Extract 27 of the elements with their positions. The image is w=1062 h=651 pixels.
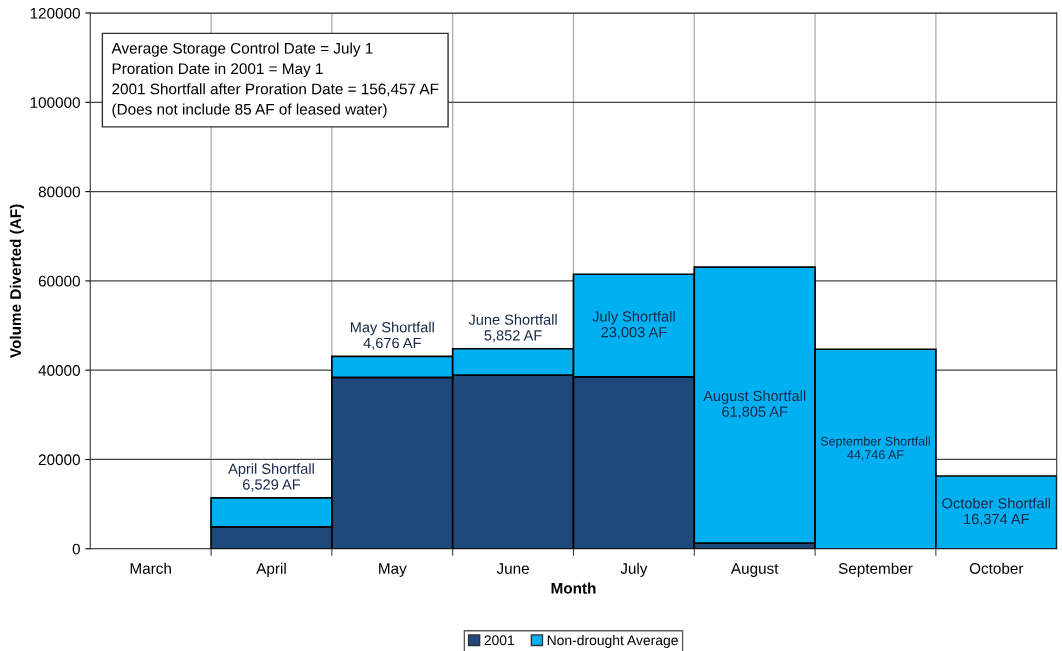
y-tick-label: 120000: [30, 7, 80, 19]
annotation: Average Storage Control Date = July 1 Proration Date in 2001 = May 1 2001 Shortfall after Proration Date = 156,457 AF (Does not include 85 AF of leased water): [111, 42, 439, 118]
annotation: May Shortfall 4,676 AF: [350, 321, 434, 350]
x-tick-label: March: [130, 562, 171, 574]
x-tick-label: July: [620, 562, 648, 577]
legend-label: Non-drought Average: [547, 634, 678, 648]
y-tick-label: 20000: [38, 454, 80, 466]
x-tick-label: October: [969, 562, 1024, 574]
annotation: June Shortfall 5,852 AF: [468, 314, 557, 343]
x-tick-label: September: [838, 562, 913, 577]
legend-label: 2001: [484, 635, 515, 646]
y-tick-label: 40000: [38, 365, 80, 376]
annotation: July Shortfall 23,003 AF: [592, 310, 675, 340]
annotation: August Shortfall 61,805 AF: [703, 390, 806, 419]
x-tick-label: May: [379, 563, 407, 577]
y-tick-label: 100000: [30, 97, 80, 108]
annotation: October Shortfall 16,374 AF: [942, 497, 1051, 526]
annotation: September Shortfall 44,746 AF: [820, 436, 930, 461]
y-tick-label: 60000: [38, 275, 80, 287]
x-tick-label: June: [496, 563, 529, 574]
y-tick-label: 80000: [38, 186, 80, 198]
x-tick-label: April: [256, 562, 286, 577]
y-axis-title: Volume Diverted (AF): [9, 204, 25, 358]
x-axis-title: Month: [551, 582, 596, 594]
x-tick-label: August: [730, 563, 779, 577]
y-tick-label: 0: [72, 543, 80, 555]
annotation: April Shortfall 6,529 AF: [228, 463, 314, 492]
